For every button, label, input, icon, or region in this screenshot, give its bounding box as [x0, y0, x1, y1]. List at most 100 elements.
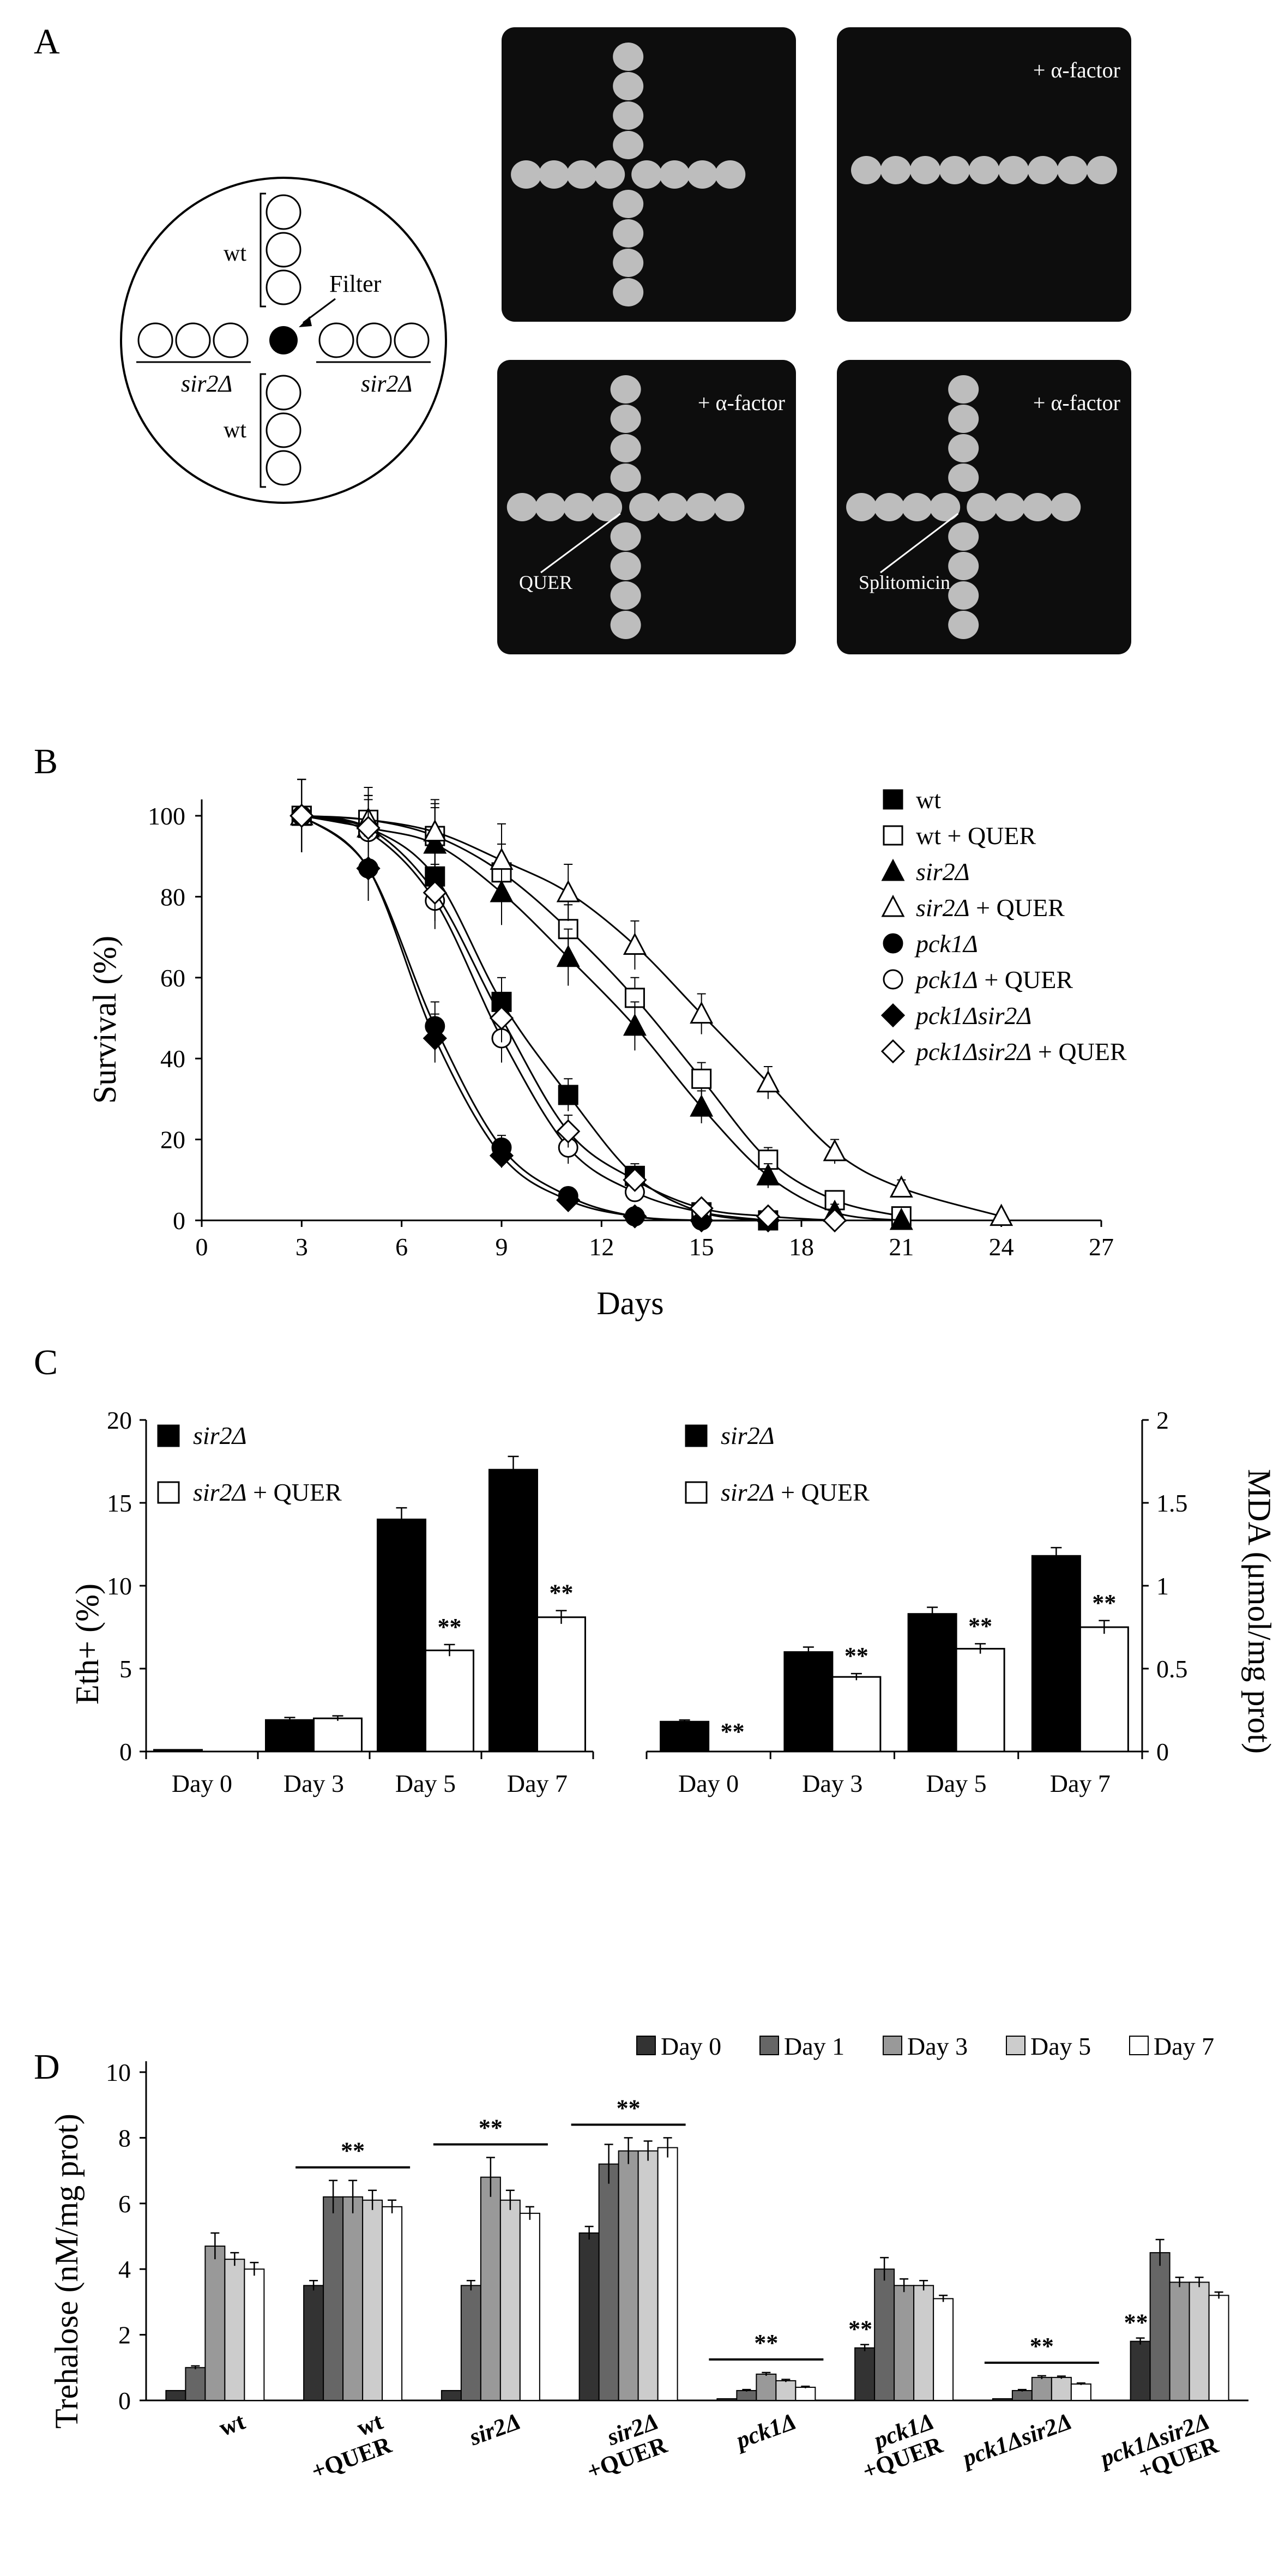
- point-sir2-quer-day-21: [889, 1175, 913, 1198]
- category-label-pck1-quer: pck1Δ+QUER: [850, 2408, 947, 2485]
- legend-label-pck1-quer: pck1Δ + QUER: [914, 966, 1073, 994]
- colony-spot: [511, 160, 542, 189]
- category-label-pck1: pck1Δ: [731, 2408, 800, 2454]
- y-tick-label-1: 1: [1156, 1572, 1169, 1600]
- plate-photos: + α-factor + α-factor QUER + α-factor Splito…: [497, 27, 1131, 654]
- legend-swatch-sir2: [157, 1424, 180, 1447]
- label-sir2-right: sir2Δ: [361, 370, 412, 397]
- point-pck1-sir2-quer-day-3: [289, 803, 314, 828]
- point-sir2-quer-day-24: [990, 1203, 1013, 1226]
- colony-spot: [948, 522, 979, 551]
- category-label-line-1: pck1Δsir2Δ: [957, 2408, 1075, 2472]
- y-tick-label-6: 6: [118, 2190, 131, 2218]
- legend-label-day-3: Day 3: [907, 2032, 968, 2060]
- point-sir2-quer-day-15: [690, 1001, 714, 1024]
- colony-spot: [657, 493, 688, 521]
- colony-spot: [994, 493, 1025, 521]
- bar-pck1-day-0: [716, 2398, 738, 2402]
- panel-c-left-y-axis-label: Eth+ (%): [69, 1584, 105, 1705]
- bar-pck1-sir2-quer-day-1: [1149, 2252, 1171, 2402]
- series-pck1-sir2: [289, 779, 781, 1233]
- colony-sir2-right-3: [394, 322, 430, 358]
- legend-label-sir2-main: sir2Δ: [721, 1422, 775, 1449]
- y-tick-label-10: 10: [107, 1572, 132, 1600]
- y-tick-label-60: 60: [160, 964, 185, 992]
- bar-wt-day-3: [204, 2246, 226, 2402]
- colony-spot: [948, 375, 979, 404]
- colony-spot: [594, 160, 625, 189]
- point-sir2-day-11: [556, 944, 580, 967]
- legend-label-day-7: Day 7: [1154, 2032, 1214, 2060]
- photo-annotation: Splitomicin: [859, 571, 950, 593]
- label-wt-top: wt: [224, 241, 246, 266]
- colony-spot: [930, 493, 961, 521]
- bar-sir2-day-3: [265, 1719, 315, 1753]
- legend-label-wt-main: wt: [916, 786, 941, 814]
- category-label-line-1: wt: [215, 2408, 249, 2441]
- bar-sir2-day-7: [519, 2212, 540, 2402]
- bar-pck1-sir2-quer-day-7: [1208, 2295, 1229, 2401]
- plate-photo-3: + α-factor QUER: [497, 360, 796, 654]
- panel-c-right-y-axis-label: MDA (μmol/mg prot): [1241, 1469, 1273, 1754]
- x-tick-label-day-3: Day 3: [802, 1770, 862, 1797]
- bar-pck1-sir2-quer-day-0: [1130, 2340, 1151, 2402]
- colony-wt-bottom-3: [266, 450, 301, 486]
- legend-label-sir2-quer-suffix: + QUER: [775, 1478, 870, 1506]
- colony-spot: [939, 156, 970, 184]
- y-tick-label-20: 20: [160, 1126, 185, 1154]
- legend-label-sir2-quer: sir2Δ + QUER: [721, 1478, 870, 1506]
- legend-label-pck1-sir2-quer: pck1Δsir2Δ + QUER: [914, 1038, 1127, 1066]
- legend-marker-wt-quer: [883, 825, 903, 846]
- colony-spot: [1057, 156, 1088, 184]
- panel-b-letter: B: [34, 742, 58, 781]
- legend-marker-pck1-sir2: [880, 1003, 906, 1028]
- x-tick-label-day-7: Day 7: [507, 1770, 568, 1797]
- y-tick-label-0: 0: [1156, 1738, 1169, 1766]
- plate-photo-2: + α-factor: [837, 27, 1131, 322]
- colony-spot: [610, 611, 641, 639]
- colony-spot: [948, 552, 979, 580]
- series-sir2-quer: [289, 779, 1013, 1226]
- legend-swatch-sir2-quer: [157, 1481, 180, 1504]
- colony-spot: [948, 611, 979, 639]
- bar-sir2-day-0: [660, 1720, 710, 1753]
- x-tick-label-21: 21: [889, 1233, 914, 1261]
- colony-spot: [610, 464, 641, 492]
- y-tick-label-10: 10: [106, 2059, 131, 2086]
- colony-wt-bottom-1: [266, 375, 301, 411]
- bar-pck1-sir2-day-3: [1031, 2376, 1052, 2401]
- point-sir2-day-13: [623, 1013, 647, 1036]
- legend-label-wt-quer-main: wt: [916, 822, 941, 850]
- bar-pck1-day-7: [795, 2386, 816, 2401]
- colony-sir2-left-3: [213, 322, 249, 358]
- point-pck1-sir2-day-7: [423, 1026, 447, 1051]
- category-label-pck1-sir2: pck1Δsir2Δ: [957, 2408, 1075, 2472]
- bar-pck1-sir2-day-1: [1011, 2390, 1033, 2401]
- bracket-bottom: [260, 373, 266, 488]
- legend-label-sir2: sir2Δ: [193, 1422, 247, 1449]
- bar-pck1-sir2-quer-day-5: [1188, 2282, 1210, 2401]
- bar-wt-day-5: [224, 2259, 245, 2402]
- y-tick-label-100: 100: [148, 802, 185, 830]
- bar-sir2-day-5: [907, 1613, 957, 1753]
- bar-sir2-day-7: [488, 1468, 538, 1753]
- series-line-wt: [301, 815, 769, 1221]
- point-sir2-quer-day-13: [623, 932, 647, 955]
- series-line-pck1-sir2-quer: [301, 815, 835, 1221]
- significance-pck1-sir2-quer: **: [1124, 2309, 1148, 2336]
- colony-spot: [880, 156, 911, 184]
- legend-label-wt-quer-suffix: + QUER: [941, 822, 1036, 850]
- y-tick-label-80: 80: [160, 883, 185, 911]
- significance-wt-quer: **: [341, 2138, 365, 2164]
- legend-label-day-0: Day 0: [661, 2032, 721, 2060]
- colony-spot: [613, 249, 644, 277]
- colony-sir2-right-1: [318, 322, 354, 358]
- colony-spot: [592, 493, 623, 521]
- bar-sir2-quer-day-3: [618, 2150, 639, 2401]
- bar-pck1-quer-day-7: [933, 2298, 954, 2401]
- series-wt: [291, 779, 779, 1231]
- point-sir2-day-21: [889, 1207, 913, 1230]
- point-sir2-quer-day-11: [556, 880, 580, 902]
- bar-wt-day-0: [165, 2390, 186, 2401]
- colony-spot: [610, 375, 641, 404]
